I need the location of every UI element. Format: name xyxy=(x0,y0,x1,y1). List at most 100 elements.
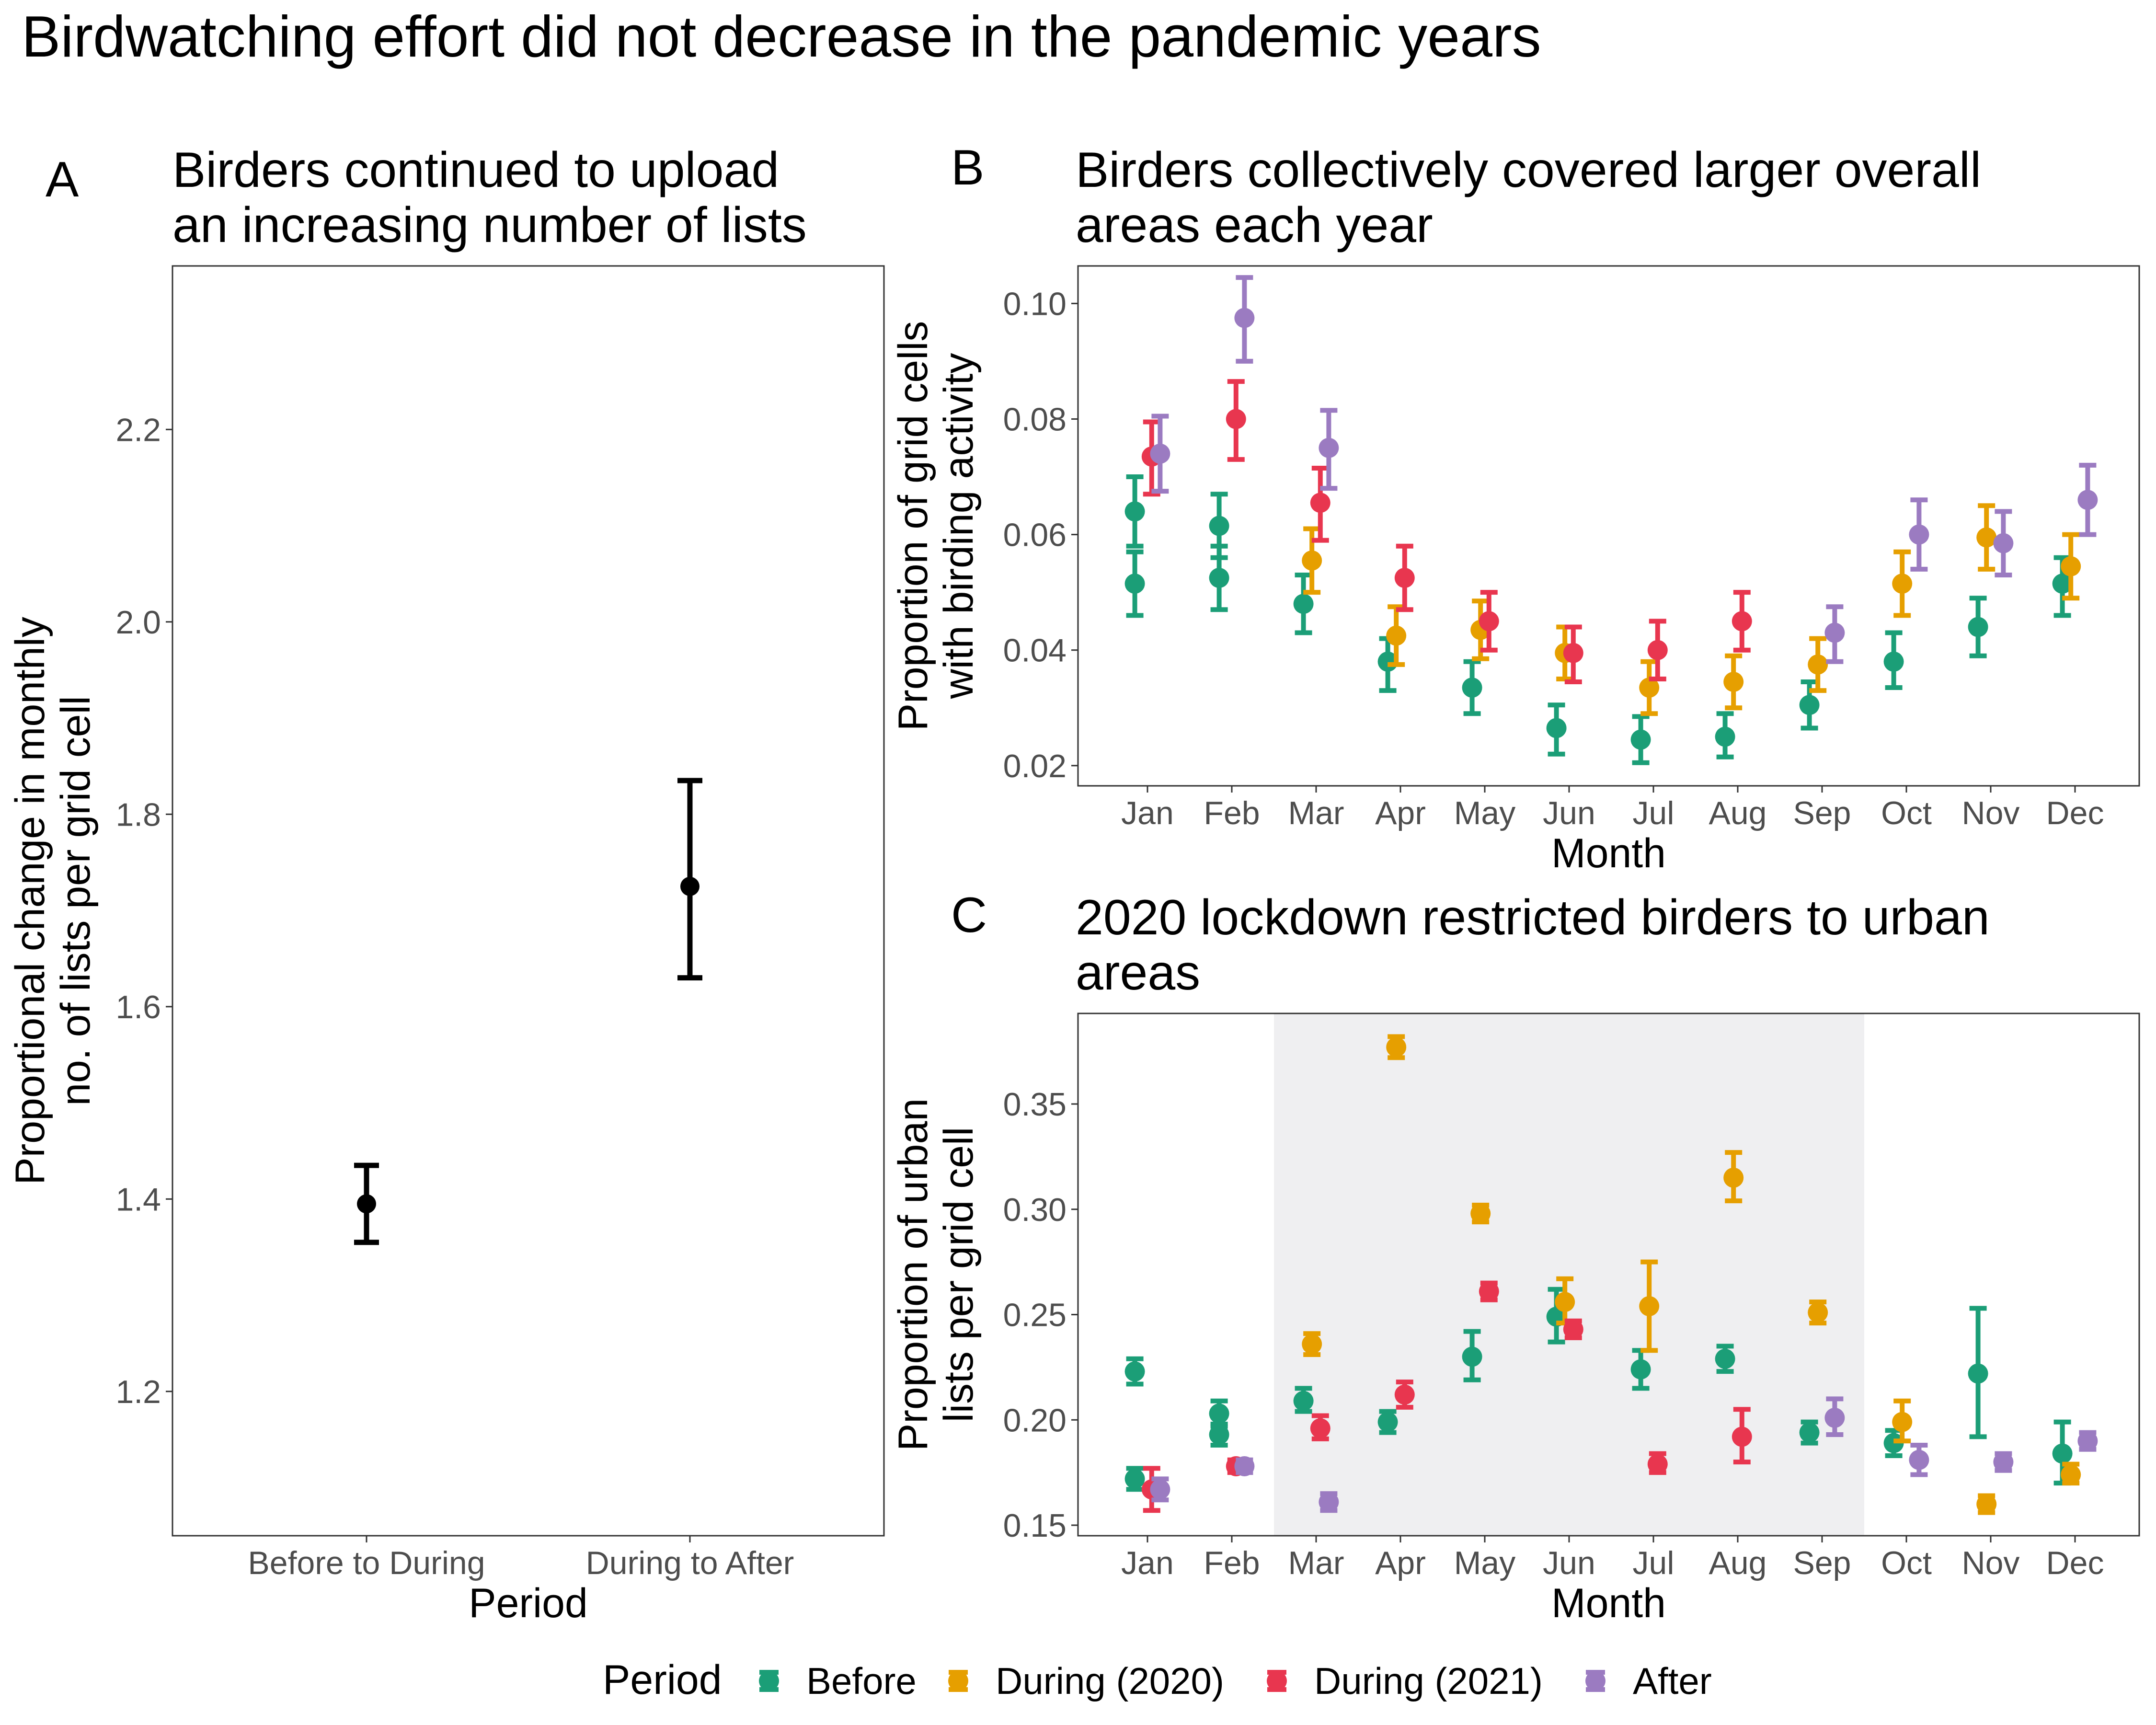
x-tick-label: Apr xyxy=(1375,1545,1426,1581)
y-tick-label: 2.0 xyxy=(115,604,161,641)
x-tick-label: May xyxy=(1454,795,1515,831)
panel-title-line: Birders collectively covered larger over… xyxy=(1076,142,1981,198)
data-point xyxy=(1563,1319,1583,1340)
legend-key-point xyxy=(1267,1671,1287,1691)
data-point xyxy=(1394,568,1415,588)
data-point xyxy=(1150,443,1170,464)
x-tick-label: Before to During xyxy=(248,1545,485,1581)
data-point xyxy=(1732,1426,1752,1447)
x-tick-label: Jun xyxy=(1543,795,1595,831)
point-during-2020--dec xyxy=(2061,532,2081,601)
x-tick-label: Apr xyxy=(1375,795,1426,831)
data-point xyxy=(1546,718,1567,738)
point-during-2021--may xyxy=(1479,590,1499,653)
x-tick-label: May xyxy=(1454,1545,1515,1581)
x-tick-label: Nov xyxy=(1962,795,2020,831)
y-tick-label: 0.30 xyxy=(1003,1192,1067,1228)
estimate-0 xyxy=(354,1162,379,1245)
data-point xyxy=(1993,533,2014,553)
point-before-jan xyxy=(1124,549,1145,618)
panel-title-line: 2020 lockdown restricted birders to urba… xyxy=(1076,890,1990,945)
point-during-2021--jul xyxy=(1647,1451,1668,1475)
data-point xyxy=(1715,1348,1735,1369)
legend-key-point xyxy=(1585,1671,1606,1691)
data-point xyxy=(1824,1407,1845,1428)
x-tick-label: Mar xyxy=(1288,1545,1344,1581)
x-tick-label: Jul xyxy=(1633,795,1674,831)
legend-title: Period xyxy=(603,1657,722,1703)
data-point xyxy=(1319,437,1339,458)
point-during-2021--mar xyxy=(1310,1413,1330,1441)
panel-frame xyxy=(1077,265,2140,787)
panel-title-line: areas each year xyxy=(1076,197,1433,253)
point-after-mar xyxy=(1319,408,1339,491)
data-point xyxy=(1234,1456,1255,1476)
point-after-feb xyxy=(1234,1456,1255,1476)
x-tick-label: Aug xyxy=(1709,1545,1767,1581)
x-tick-label: Jun xyxy=(1543,1545,1595,1581)
data-point xyxy=(2052,1443,2073,1464)
x-tick-label: Nov xyxy=(1962,1545,2020,1581)
point-during-2020--dec xyxy=(2061,1461,2081,1486)
data-point xyxy=(1630,1359,1651,1380)
point-before-feb xyxy=(1209,1422,1229,1448)
point-during-2020--jul xyxy=(1639,659,1660,716)
legend-key xyxy=(759,1670,779,1692)
legend-label: Before xyxy=(806,1660,917,1702)
data-point xyxy=(1293,594,1314,614)
point-during-2020--sep xyxy=(1808,1300,1828,1326)
data-point xyxy=(1993,1452,2014,1472)
point-after-sep xyxy=(1824,1396,1845,1438)
y-tick-label: 0.02 xyxy=(1003,748,1067,784)
point-before-jan xyxy=(1124,474,1145,549)
data-point xyxy=(1968,617,1988,637)
legend-key xyxy=(1585,1670,1606,1692)
y-tick-label: 1.2 xyxy=(115,1374,161,1410)
y-axis-title-line: lists per grid cell xyxy=(936,1127,982,1423)
point-before-sep xyxy=(1799,679,1820,731)
data-point xyxy=(2077,1431,2098,1451)
point-before-oct xyxy=(1883,630,1904,690)
y-axis-title-line: Proportion of urban xyxy=(890,1098,936,1451)
point-during-2021--apr xyxy=(1394,1380,1415,1410)
legend-key xyxy=(948,1670,968,1692)
y-tick-label: 2.2 xyxy=(115,412,161,448)
data-point xyxy=(1555,1292,1575,1312)
point-during-2021--aug xyxy=(1732,1407,1752,1465)
x-tick-label: Sep xyxy=(1793,795,1851,831)
data-point xyxy=(1892,574,1913,594)
data-point xyxy=(1462,678,1482,698)
point-during-2020--apr xyxy=(1386,1034,1407,1060)
panel-frame xyxy=(1077,1012,2140,1537)
panel-title-line: an increasing number of lists xyxy=(172,197,807,253)
legend-label: During (2020) xyxy=(996,1660,1224,1702)
y-tick-label: 0.35 xyxy=(1003,1086,1067,1123)
data-point xyxy=(1647,640,1668,660)
panel-title-line: Birders continued to upload xyxy=(172,142,779,198)
data-point xyxy=(1386,1037,1407,1058)
data-point xyxy=(1799,1422,1820,1443)
data-point xyxy=(1226,409,1246,429)
x-tick-label: Oct xyxy=(1881,795,1932,831)
panel-letter: A xyxy=(46,152,79,207)
data-point xyxy=(1234,308,1255,328)
data-point xyxy=(1639,678,1660,698)
x-tick-label: Dec xyxy=(2046,1545,2104,1581)
point-after-dec xyxy=(2077,1430,2098,1452)
data-point xyxy=(1386,625,1407,646)
point-during-2020--nov xyxy=(1976,1493,1997,1515)
y-tick-label: 0.10 xyxy=(1003,286,1067,322)
data-point xyxy=(1124,501,1145,522)
x-tick-label: Dec xyxy=(2046,795,2104,831)
data-point xyxy=(1150,1479,1170,1500)
point-before-aug xyxy=(1715,711,1735,759)
point-after-sep xyxy=(1824,604,1845,664)
point-during-2020--apr xyxy=(1386,604,1407,667)
data-point xyxy=(680,876,700,896)
data-point xyxy=(2052,574,2073,594)
data-point xyxy=(1976,1494,1997,1515)
point-after-oct xyxy=(1909,1443,1929,1477)
x-tick-label: Mar xyxy=(1288,795,1344,831)
data-point xyxy=(1799,695,1820,715)
